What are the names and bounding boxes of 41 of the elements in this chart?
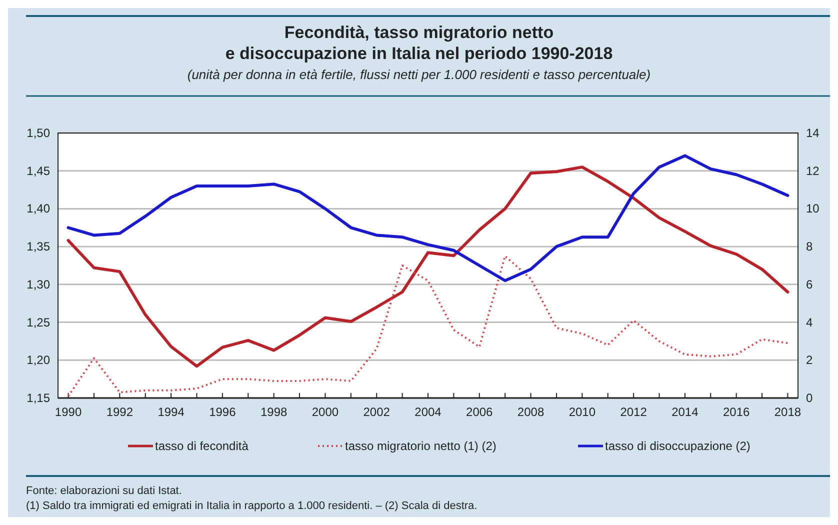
x-tick-label: 2018 bbox=[774, 405, 802, 419]
legend-label: tasso di fecondità bbox=[155, 439, 249, 453]
y2-tick-label: 2 bbox=[806, 353, 813, 368]
x-tick-label: 2004 bbox=[414, 405, 442, 419]
y2-tick-label: 6 bbox=[806, 277, 813, 292]
x-tick-label: 2016 bbox=[722, 405, 750, 419]
x-tick-label: 1996 bbox=[209, 405, 236, 419]
x-tick-label: 2006 bbox=[466, 405, 494, 419]
y-tick-label: 1,20 bbox=[26, 353, 50, 368]
y-tick-label: 1,35 bbox=[26, 240, 50, 254]
y-tick-label: 1,40 bbox=[26, 202, 50, 216]
y-tick-label: 1,30 bbox=[26, 277, 50, 292]
y2-tick-label: 14 bbox=[806, 126, 820, 140]
y2-tick-label: 4 bbox=[806, 315, 813, 330]
y2-tick-label: 12 bbox=[806, 164, 820, 178]
y-tick-label: 1,45 bbox=[26, 164, 50, 178]
text: (1) Saldo tra immigrati ed emigrati in Italia in rapporto a 1.000 residenti. – (2) Scala di destra. bbox=[26, 500, 478, 512]
x-tick-label: 1998 bbox=[260, 405, 288, 419]
x-tick-label: 2000 bbox=[312, 405, 339, 419]
x-tick-label: 2008 bbox=[517, 405, 544, 419]
line-series bbox=[66, 154, 790, 282]
x-tick-label: 1990 bbox=[54, 405, 82, 419]
x-tick-label: 2010 bbox=[568, 405, 596, 419]
y-tick-label: 1,15 bbox=[26, 391, 50, 405]
y2-tick-label: 8 bbox=[806, 240, 813, 254]
x-tick-label: 2002 bbox=[363, 405, 390, 419]
x-tick-label: 2014 bbox=[672, 405, 699, 419]
y-tick-label: 1,25 bbox=[26, 315, 50, 330]
y2-tick-label: 10 bbox=[806, 202, 820, 216]
chart-title: Fecondità, tasso migratorio netto e disoccupazione in Italia nel periodo 1990-2018 bbox=[225, 23, 613, 63]
line-series bbox=[66, 166, 790, 368]
y-tick-label: 1,50 bbox=[26, 126, 50, 140]
x-tick-label: 1992 bbox=[106, 405, 134, 419]
x-tick-label: 2012 bbox=[620, 405, 648, 419]
legend-label: tasso di disoccupazione (2) bbox=[605, 439, 750, 453]
line-series bbox=[67, 255, 789, 398]
source-note: Fonte: elaborazioni su dati Istat. bbox=[26, 485, 182, 497]
legend-label: tasso migratorio netto (1) (2) bbox=[345, 439, 496, 453]
x-tick-label: 1994 bbox=[158, 405, 185, 419]
y2-tick-label: 0 bbox=[806, 391, 813, 405]
chart-subtitle: (unità per donna in età fertile, flussi netti per 1.000 residenti e tasso percentuale) bbox=[187, 67, 651, 82]
